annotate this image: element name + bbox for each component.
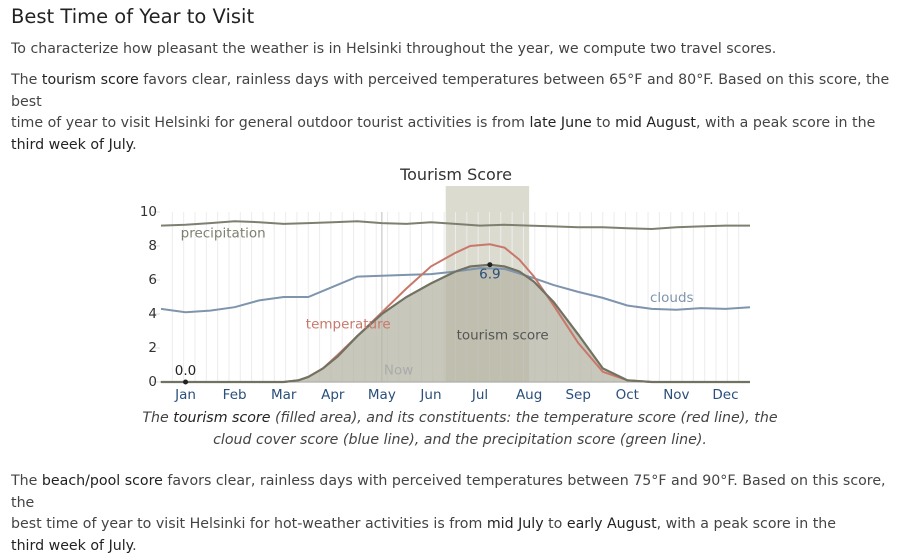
chart-caption: The tourism score (filled area), and its… xyxy=(130,408,790,451)
beach-peak-term: third week of July xyxy=(11,537,133,554)
month-label: Jul xyxy=(471,387,488,403)
tourism-score-line xyxy=(161,263,750,384)
y-tick-label: 8 xyxy=(148,238,157,254)
tourism-end-term: mid August xyxy=(615,115,696,131)
month-label: Apr xyxy=(321,387,345,403)
beach-paragraph: The beach/pool score favors clear, rainl… xyxy=(11,471,901,557)
beach-text: favors clear, rainless days with perceiv… xyxy=(11,473,886,511)
tourism-score-label: tourism score xyxy=(457,328,549,344)
y-tick-label: 10 xyxy=(140,204,157,220)
tourism-score-term: tourism score xyxy=(41,72,139,88)
intro-paragraph: To characterize how pleasant the weather… xyxy=(11,41,777,57)
y-tick-label: 6 xyxy=(148,272,157,288)
caption-text: (filled area), and its constituents: the… xyxy=(270,410,778,426)
y-tick-label: 0 xyxy=(148,374,157,390)
caption-text: cloud cover score (blue line), and the p… xyxy=(213,431,707,448)
month-label: May xyxy=(368,387,396,403)
tourism-score-chart: 0 2 4 6 8 10 Jan Feb Mar Apr May Jun Jul Aug Sep Oct Nov… xyxy=(140,165,751,403)
peak-point xyxy=(487,262,493,268)
beach-text: best time of year to visit Helsinki for … xyxy=(11,516,487,532)
clouds-label: clouds xyxy=(650,290,694,306)
month-label: Aug xyxy=(516,387,542,403)
tourism-text: to xyxy=(591,115,616,131)
tourism-text: favors clear, rainless days with perceiv… xyxy=(11,72,890,110)
caption-text: The xyxy=(142,410,174,426)
caption-tourism-term: tourism score xyxy=(173,410,271,426)
tourism-text: . xyxy=(132,136,137,153)
section-title: Best Time of Year to Visit xyxy=(11,5,255,28)
month-label: Sep xyxy=(565,387,590,403)
tourism-start-term: late June xyxy=(529,115,592,131)
beach-score-term: beach/pool score xyxy=(41,473,163,489)
beach-text: to xyxy=(543,516,567,532)
y-tick-label: 2 xyxy=(148,340,157,356)
month-label: Oct xyxy=(616,387,639,403)
tourism-score-area xyxy=(161,264,750,382)
tourism-text: , with a peak score in the xyxy=(696,115,876,131)
peak-value-label: 6.9 xyxy=(479,267,500,283)
precipitation-line xyxy=(160,220,750,231)
month-label: Nov xyxy=(663,387,689,403)
beach-text: The xyxy=(11,473,42,489)
month-label: Dec xyxy=(712,387,738,403)
beach-start-term: mid July xyxy=(486,516,544,532)
y-tick-label: 4 xyxy=(148,306,157,322)
tourism-text: time of year to visit Helsinki for gener… xyxy=(11,115,530,131)
beach-end-term: early August xyxy=(566,516,657,532)
min-point xyxy=(183,379,189,385)
chart-title: Tourism Score xyxy=(399,165,512,184)
min-value-label: 0.0 xyxy=(175,363,196,379)
tourism-paragraph: The tourism score favors clear, rainless… xyxy=(11,70,901,156)
month-label: Feb xyxy=(223,387,247,403)
tourism-text: The xyxy=(11,72,42,88)
temperature-label: temperature xyxy=(306,316,391,332)
month-label: Mar xyxy=(271,387,297,403)
month-label: Jan xyxy=(174,387,196,403)
month-label: Jun xyxy=(419,387,441,403)
beach-text: . xyxy=(132,537,137,554)
tourism-peak-term: third week of July xyxy=(11,136,133,153)
precipitation-label: precipitation xyxy=(181,226,266,242)
now-label: Now xyxy=(384,362,413,378)
beach-text: , with a peak score in the xyxy=(656,516,836,532)
